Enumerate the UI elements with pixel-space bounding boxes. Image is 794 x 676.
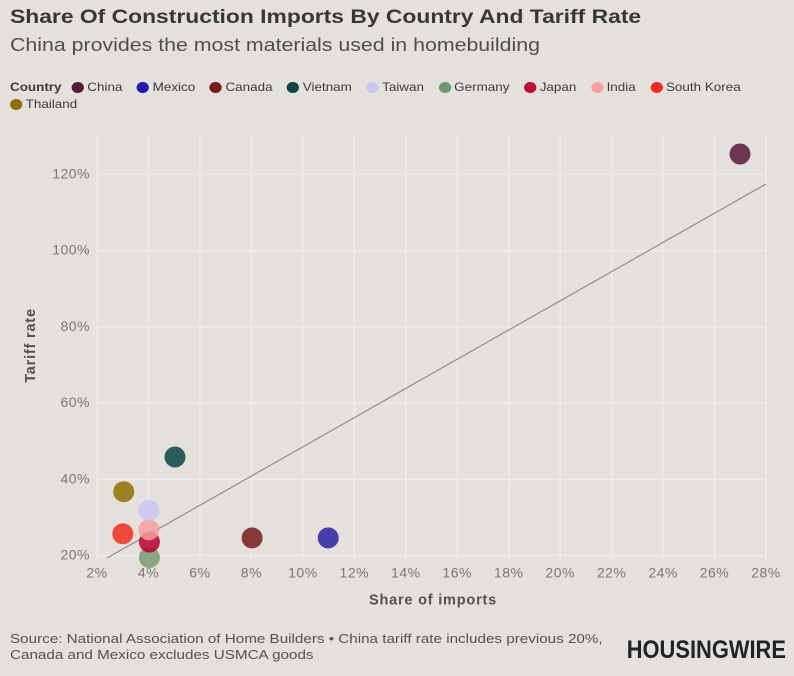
svg-text:12%: 12% xyxy=(340,565,370,581)
svg-text:26%: 26% xyxy=(700,565,730,581)
svg-text:100%: 100% xyxy=(52,242,90,258)
svg-text:16%: 16% xyxy=(442,565,472,581)
svg-text:14%: 14% xyxy=(391,565,421,581)
svg-text:120%: 120% xyxy=(52,166,90,182)
svg-text:28%: 28% xyxy=(751,565,781,581)
svg-text:20%: 20% xyxy=(60,547,90,563)
svg-text:80%: 80% xyxy=(60,318,90,334)
svg-text:Tariff rate: Tariff rate xyxy=(23,308,39,383)
svg-text:18%: 18% xyxy=(494,565,524,581)
svg-text:2%: 2% xyxy=(86,565,107,581)
svg-text:Share of imports: Share of imports xyxy=(369,593,497,609)
svg-text:4%: 4% xyxy=(138,565,159,581)
svg-text:40%: 40% xyxy=(60,470,90,486)
svg-text:20%: 20% xyxy=(545,565,575,581)
svg-text:60%: 60% xyxy=(60,394,90,410)
svg-text:10%: 10% xyxy=(288,565,318,581)
svg-text:8%: 8% xyxy=(241,565,262,581)
svg-text:22%: 22% xyxy=(597,565,627,581)
svg-text:24%: 24% xyxy=(648,565,678,581)
svg-text:6%: 6% xyxy=(189,565,210,581)
